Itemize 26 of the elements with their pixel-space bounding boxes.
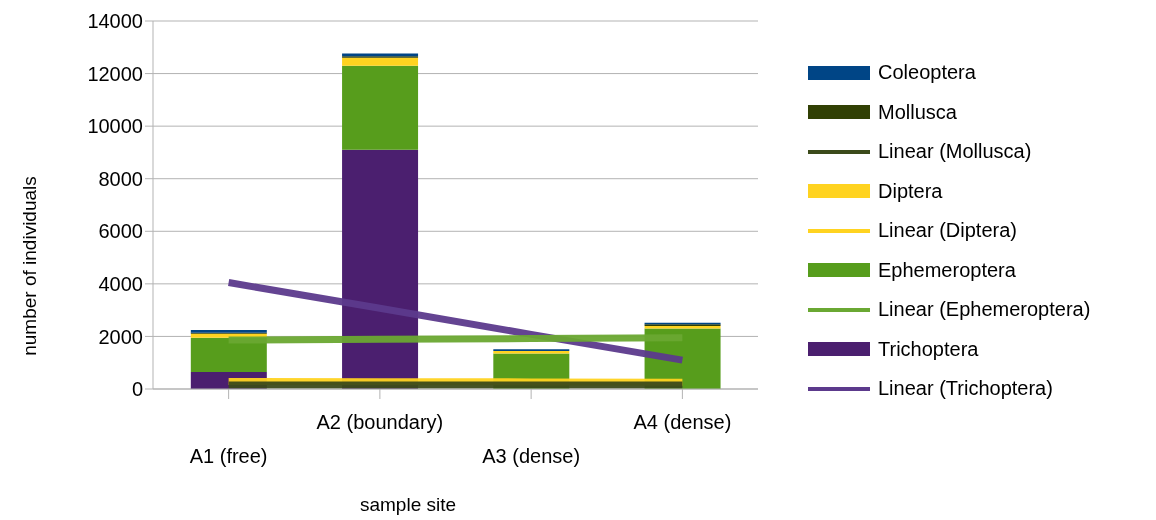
bar: [190, 337, 267, 372]
y-tick-label: 12000: [87, 62, 143, 85]
y-tick-label: 2000: [98, 325, 143, 348]
y-tick-label: 8000: [98, 167, 143, 190]
legend-label: Linear (Diptera): [878, 219, 1017, 243]
y-tick-label: 6000: [98, 220, 143, 243]
y-tick-label: 4000: [98, 272, 143, 295]
y-tick-label: 14000: [87, 10, 143, 33]
legend-label: Trichoptera: [878, 337, 979, 361]
x-tick-label: A3 (dense): [482, 445, 581, 467]
x-axis-title: sample site: [359, 494, 457, 516]
y-tick-label: 10000: [87, 115, 143, 138]
legend-label: Coleoptera: [878, 61, 976, 85]
legend-label: Linear (Mollusca): [878, 140, 1032, 164]
legend-label: Linear (Ephemeroptera): [878, 298, 1091, 322]
y-axis-title: number of individuals: [19, 176, 41, 356]
x-tick-label: A2 (boundary): [316, 411, 444, 433]
legend-label: Ephemeroptera: [878, 258, 1016, 282]
bar: [342, 65, 419, 150]
legend-label: Linear (Trichoptera): [878, 377, 1053, 401]
x-tick-label: A4 (dense): [633, 411, 732, 433]
bar: [342, 57, 419, 66]
legend-label: Diptera: [878, 179, 943, 203]
x-tick-label: A1 (free): [189, 445, 268, 467]
y-tick-label: 0: [131, 378, 143, 401]
legend-label: Mollusca: [878, 100, 957, 124]
